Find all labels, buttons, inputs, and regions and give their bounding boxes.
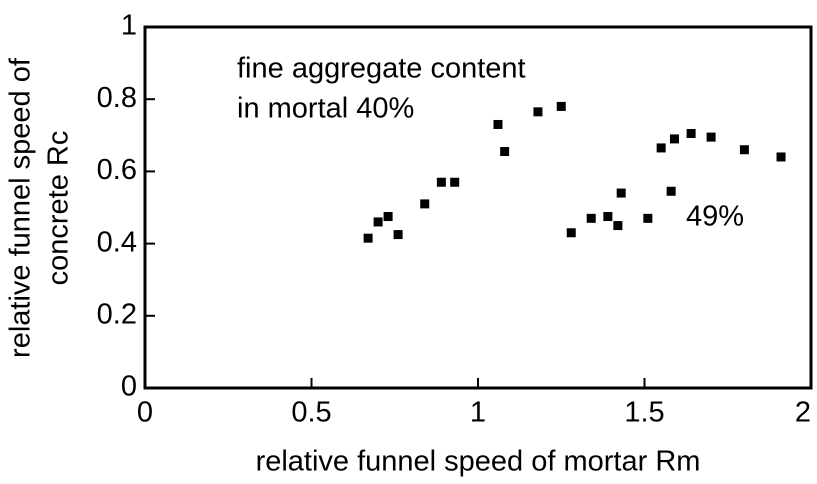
y-tick-label: 0.8 (97, 82, 137, 114)
x-axis-label: relative funnel speed of mortar Rm (256, 446, 701, 478)
point (776, 152, 786, 162)
point (450, 177, 460, 187)
y-tick-label: 0.4 (97, 226, 137, 258)
y-axis-label: concrete Rc (43, 131, 75, 286)
point (393, 230, 403, 240)
point (500, 147, 510, 157)
y-axis-label: relative funnel speed of (5, 57, 37, 358)
y-tick-label: 0.2 (97, 298, 137, 330)
point (586, 213, 596, 223)
x-tick-label: 1 (470, 397, 486, 429)
point (666, 186, 676, 196)
annotation: fine aggregate content (237, 53, 526, 85)
annotation: in mortal 40% (237, 93, 414, 125)
x-tick-label: 0.5 (291, 397, 331, 429)
point (533, 107, 543, 117)
point (706, 132, 716, 142)
x-tick-label: 0 (137, 397, 153, 429)
point (739, 145, 749, 155)
y-tick-label: 0.6 (97, 154, 137, 186)
point (613, 221, 623, 231)
point (373, 217, 383, 227)
point (616, 188, 626, 198)
point (566, 228, 576, 238)
point (686, 128, 696, 138)
y-tick-label: 1 (121, 10, 137, 42)
x-tick-label: 2 (795, 397, 811, 429)
annotation: 49% (686, 201, 744, 233)
y-tick-label: 0 (121, 371, 137, 403)
point (643, 213, 653, 223)
point (669, 134, 679, 144)
point (656, 143, 666, 153)
x-tick-label: 1.5 (624, 397, 664, 429)
point (383, 212, 393, 222)
point (436, 177, 446, 187)
point (420, 199, 430, 209)
point (556, 101, 566, 111)
point (603, 212, 613, 222)
point (363, 233, 373, 243)
point (493, 119, 503, 129)
